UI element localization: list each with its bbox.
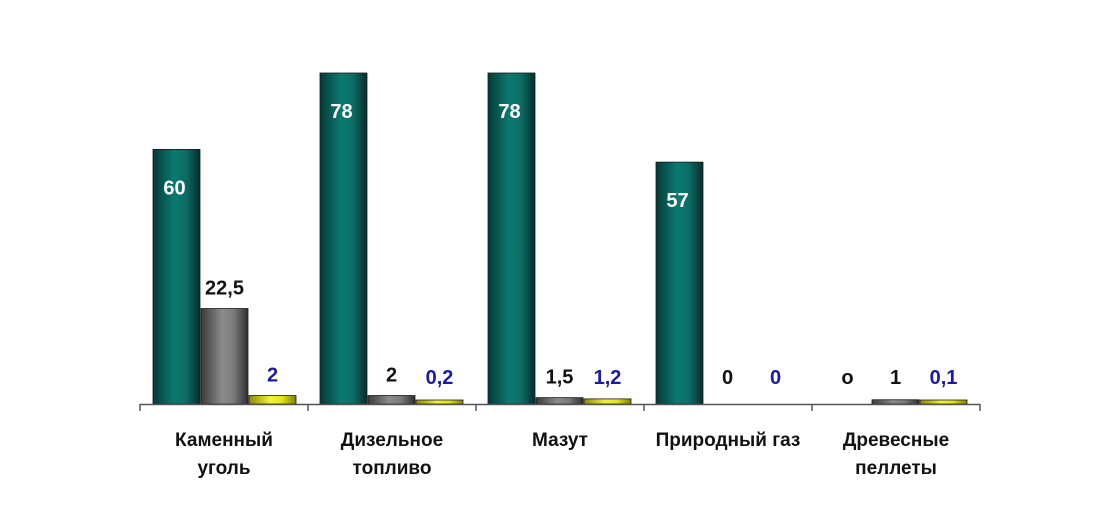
bar-s2-c0 [248,395,297,405]
category-label-3-0: Природный газ [656,430,801,451]
bar-s0-c3 [655,161,704,405]
category-label-2-0: Мазут [532,430,588,451]
bar-s0-c2 [487,72,536,405]
data-label-s1-c0: 22,5 [205,278,244,300]
data-label-s1-c1: 2 [386,365,397,387]
data-label-s2-c4: 0,1 [930,367,958,389]
data-label-s2-c2: 1,2 [594,367,622,389]
bar-s2-c4 [919,399,968,405]
category-label-1-1: топливо [353,458,432,479]
category-label-4-1: пеллеты [855,458,937,479]
x-axis [139,403,981,411]
category-label-4-0: Древесные [843,430,949,451]
category-labels: Каменный уголь Дизельное топливо Мазут Природ… [175,430,949,479]
data-label-s2-c1: 0,2 [426,367,454,389]
bars-layer [152,72,968,405]
data-labels: 60 78 78 57 o 22,5 2 1,5 0 1 2 0,2 1,2 0 0,1 [163,101,957,389]
category-label-0-0: Каменный [175,430,273,451]
bar-s1-c4 [871,399,920,405]
data-label-s2-c0: 2 [267,365,278,387]
bar-s0-c1 [319,72,368,405]
bar-s0-c0 [152,148,201,405]
data-label-s0-c4: o [841,367,853,389]
data-label-s2-c3: 0 [770,367,781,389]
data-label-s0-c2: 78 [498,101,520,123]
bar-s2-c1 [415,399,464,405]
data-label-s1-c3: 0 [722,367,733,389]
category-label-1-0: Дизельное [341,430,443,451]
data-label-s0-c1: 78 [330,101,352,123]
category-label-0-1: уголь [197,458,250,479]
bar-s1-c2 [535,397,584,405]
bar-s1-c1 [367,395,416,405]
data-label-s0-c0: 60 [163,177,185,199]
data-label-s1-c2: 1,5 [546,367,574,389]
bar-s1-c0 [200,308,249,405]
bar-s2-c2 [583,398,632,405]
data-label-s0-c3: 57 [666,190,688,212]
data-label-s1-c4: 1 [890,367,901,389]
